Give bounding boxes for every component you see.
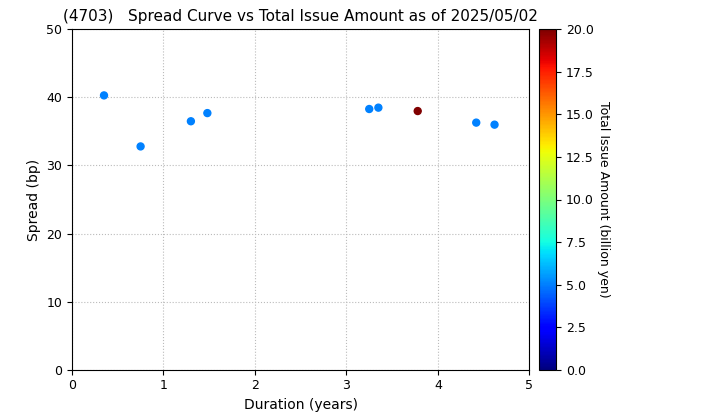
Point xyxy=(135,143,146,150)
Point xyxy=(489,121,500,128)
Point xyxy=(202,110,213,116)
Point xyxy=(185,118,197,125)
Point xyxy=(412,108,423,114)
Point xyxy=(373,104,384,111)
Title: (4703)   Spread Curve vs Total Issue Amount as of 2025/05/02: (4703) Spread Curve vs Total Issue Amoun… xyxy=(63,9,538,24)
Point xyxy=(364,106,375,113)
Point xyxy=(470,119,482,126)
X-axis label: Duration (years): Duration (years) xyxy=(243,398,358,412)
Point xyxy=(98,92,109,99)
Y-axis label: Spread (bp): Spread (bp) xyxy=(27,158,41,241)
Y-axis label: Total Issue Amount (billion yen): Total Issue Amount (billion yen) xyxy=(598,101,611,298)
